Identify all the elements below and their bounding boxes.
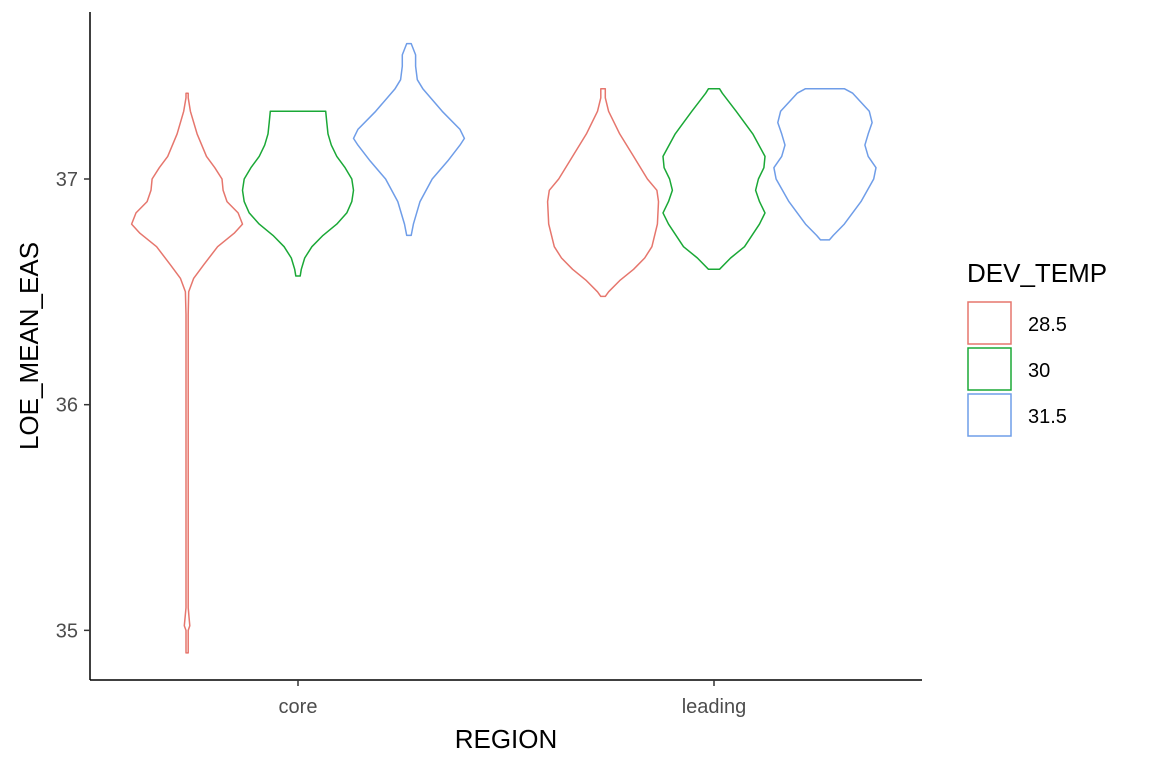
legend: DEV_TEMP 28.5 30 31.5 [967, 258, 1107, 437]
legend-key-30 [967, 347, 1012, 391]
violin-core-28.5 [130, 92, 244, 654]
legend-key-31.5 [967, 393, 1012, 437]
legend-label-28.5: 28.5 [1028, 314, 1067, 336]
y-tick-label: 37 [56, 169, 78, 191]
y-tick-label: 35 [56, 620, 78, 642]
legend-key-28.5 [967, 301, 1012, 345]
x-axis-ticks: core leading [279, 680, 747, 718]
violin-core-31.5 [352, 42, 466, 237]
violin-leading-30 [662, 87, 766, 271]
x-axis-title: REGION [455, 724, 558, 754]
violin-leading-28.5 [546, 87, 660, 298]
violin-leading-31.5 [773, 87, 877, 241]
violin-layer [130, 42, 877, 654]
legend-entries: 28.5 30 31.5 [967, 301, 1067, 437]
legend-label-31.5: 31.5 [1028, 406, 1067, 428]
legend-title: DEV_TEMP [967, 258, 1107, 288]
x-tick-label-leading: leading [682, 696, 747, 718]
x-tick-label-core: core [279, 696, 318, 718]
y-tick-label: 36 [56, 395, 78, 417]
y-axis-title: LOE_MEAN_EAS [14, 242, 44, 450]
legend-label-30: 30 [1028, 360, 1050, 382]
violin-core-30 [241, 110, 355, 277]
plot-panel: 35 36 37 core leading [56, 12, 922, 718]
y-axis-ticks: 35 36 37 [56, 169, 90, 642]
